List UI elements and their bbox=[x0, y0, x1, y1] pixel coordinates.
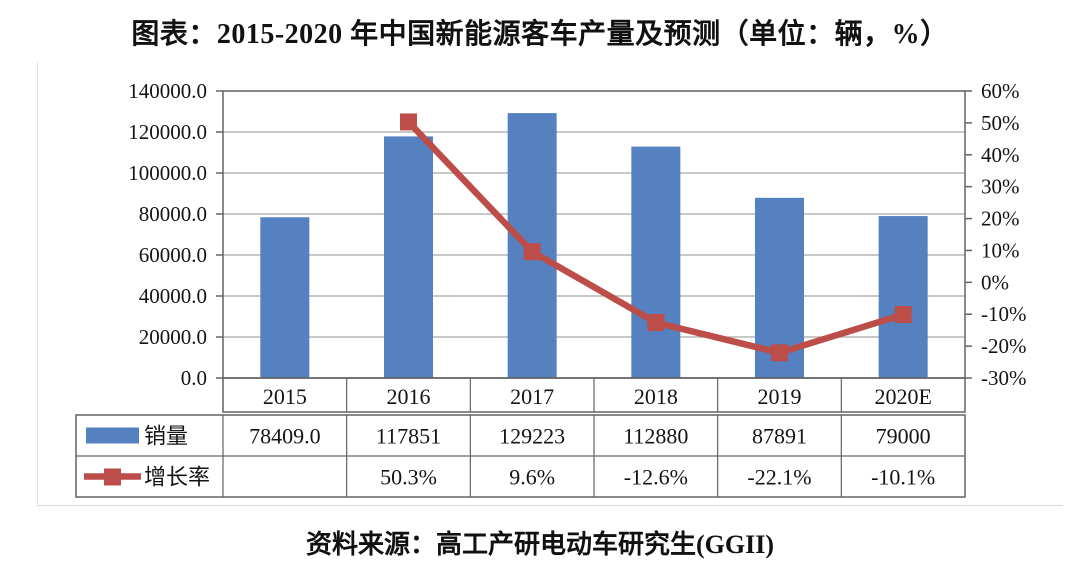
bar bbox=[384, 136, 433, 378]
y-axis-label: 120000.0 bbox=[128, 120, 207, 144]
table-cell-value: 79000 bbox=[876, 424, 931, 449]
category-label: 2017 bbox=[510, 384, 554, 409]
table-cell-value: 9.6% bbox=[509, 465, 555, 490]
table-cell-value: -12.6% bbox=[624, 465, 688, 490]
line-marker bbox=[523, 243, 541, 261]
category-label: 2015 bbox=[263, 384, 307, 409]
line-marker bbox=[647, 314, 665, 332]
line-marker bbox=[894, 306, 912, 324]
legend-label-sales: 销量 bbox=[144, 424, 188, 449]
bar bbox=[878, 216, 928, 378]
right-axis-label: 50% bbox=[981, 111, 1020, 135]
right-axis-label: -10% bbox=[981, 302, 1027, 326]
table-cell-value: 78409.0 bbox=[249, 424, 321, 449]
table-cell-value: 112880 bbox=[623, 424, 688, 449]
right-axis-label: 20% bbox=[981, 207, 1020, 231]
y-axis-label: 140000.0 bbox=[128, 79, 207, 103]
right-axis-label: 10% bbox=[981, 238, 1020, 262]
line-marker bbox=[400, 113, 417, 131]
y-axis-label: 0.0 bbox=[181, 366, 207, 390]
plot-border bbox=[222, 90, 966, 379]
table-cell-value: 129223 bbox=[499, 424, 565, 449]
source-note: 资料来源：高工产研电动车研究生(GGII) bbox=[305, 530, 774, 559]
y-axis-label: 20000.0 bbox=[139, 325, 207, 349]
chart-title: 图表：2015-2020 年中国新能源客车产量及预测（单位：辆，%） bbox=[131, 19, 949, 50]
y-axis-label: 80000.0 bbox=[139, 202, 207, 226]
legend-marker-swatch-icon bbox=[104, 468, 121, 486]
legend-bar-swatch-icon bbox=[86, 427, 139, 444]
y-axis-label: 100000.0 bbox=[128, 161, 207, 185]
legend-label-growth: 增长率 bbox=[144, 465, 210, 490]
category-label: 2020E bbox=[874, 384, 931, 409]
right-axis-label: 0% bbox=[981, 270, 1009, 294]
right-axis-label: -20% bbox=[981, 334, 1027, 358]
category-label: 2019 bbox=[758, 384, 802, 409]
bar bbox=[260, 217, 310, 378]
table-cell-value: -22.1% bbox=[747, 465, 811, 490]
right-axis-label: 30% bbox=[981, 175, 1020, 199]
table-cell-value: 50.3% bbox=[380, 465, 437, 490]
y-axis-label: 60000.0 bbox=[139, 243, 207, 267]
right-axis-label: -30% bbox=[981, 366, 1027, 390]
table-cell-value: 87891 bbox=[752, 424, 807, 449]
line-marker bbox=[771, 344, 788, 362]
table-cell-value: -10.1% bbox=[871, 465, 935, 490]
category-label: 2018 bbox=[634, 384, 678, 409]
right-axis-label: 60% bbox=[981, 79, 1020, 103]
category-label: 2016 bbox=[387, 384, 431, 409]
bar bbox=[631, 146, 681, 378]
table-cell-value: 117851 bbox=[376, 424, 441, 449]
y-axis-label: 40000.0 bbox=[139, 284, 207, 308]
right-axis-label: 40% bbox=[981, 143, 1020, 167]
